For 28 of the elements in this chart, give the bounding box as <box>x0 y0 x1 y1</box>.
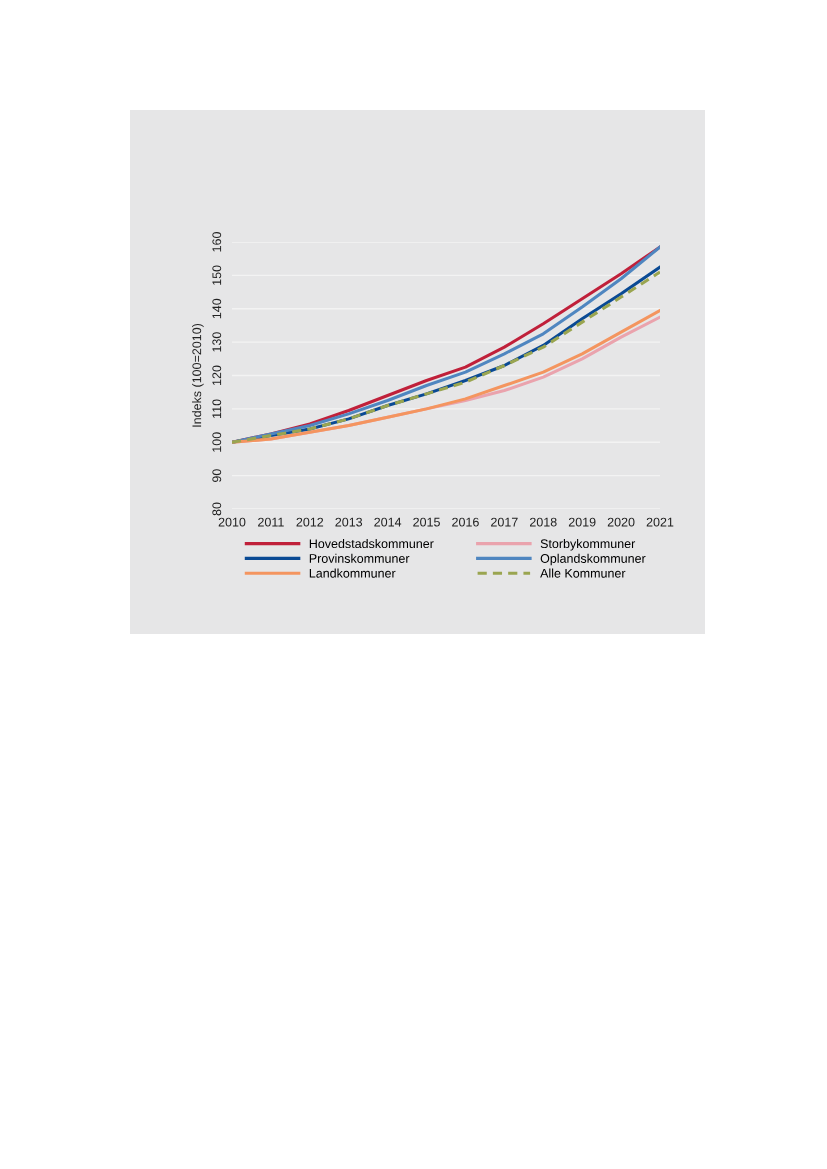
y-tick-label: 110 <box>212 399 222 418</box>
legend-label: Landkommuner <box>309 568 396 578</box>
x-tick-label: 2012 <box>296 517 324 527</box>
y-tick-label: 160 <box>212 232 222 252</box>
y-tick-label: 140 <box>212 298 222 319</box>
x-tick-label: 2010 <box>218 517 246 527</box>
x-tick-label: 2015 <box>413 517 440 527</box>
y-tick-label: 100 <box>212 432 222 452</box>
x-tick-label: 2019 <box>568 517 596 527</box>
x-tick-label: 2016 <box>452 517 479 527</box>
y-tick-label: 120 <box>212 365 222 385</box>
y-axis-title: Indeks (100=2010) <box>192 323 204 427</box>
legend-label: Hovedstadskommuner <box>309 538 434 549</box>
y-tick-label: 130 <box>212 332 222 352</box>
x-tick-label: 2013 <box>335 517 363 527</box>
y-tick-label: 80 <box>212 502 222 516</box>
x-tick-label: 2021 <box>646 517 674 527</box>
x-tick-label: 2020 <box>607 517 635 527</box>
y-tick-label: 150 <box>212 265 222 285</box>
legend-label: Oplandskommuner <box>540 553 646 566</box>
legend-label: Storbykommuner <box>540 538 636 551</box>
legend-label: Provinskommuner <box>309 553 410 563</box>
x-tick-label: 2011 <box>258 517 284 527</box>
y-tick-label: 90 <box>212 469 222 482</box>
x-tick-label: 2017 <box>491 517 518 527</box>
x-tick-label: 2014 <box>374 517 402 527</box>
x-tick-label: 2018 <box>530 517 557 527</box>
legend-label: Alle Kommuner <box>540 568 626 578</box>
